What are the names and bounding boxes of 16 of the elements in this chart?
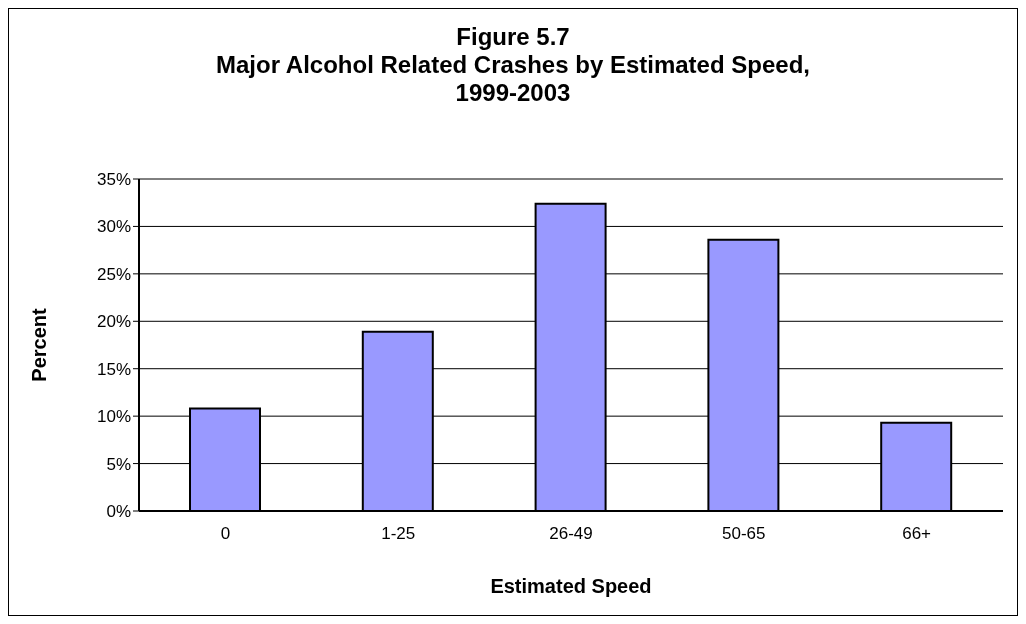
y-tick-label: 20%: [96, 312, 131, 332]
x-tick-label: 50-65: [722, 524, 766, 544]
x-tick-label: 66+: [902, 524, 932, 544]
chart-title: Figure 5.7 Major Alcohol Related Crashes by Estimated Speed, 1999-2003: [215, 23, 811, 107]
y-tick-label: 10%: [96, 407, 131, 427]
x-tick-label: 1-25: [381, 524, 416, 544]
y-tick-label: 25%: [96, 264, 131, 284]
y-axis-title: Percent: [28, 307, 51, 382]
x-tick-label: 0: [220, 524, 231, 544]
y-tick-label: 5%: [106, 454, 131, 474]
y-tick-label: 15%: [96, 359, 131, 379]
y-tick-label: 35%: [96, 170, 131, 190]
y-tick-label: 30%: [96, 217, 131, 237]
x-tick-label: 26-49: [549, 524, 593, 544]
x-axis-title: Estimated Speed: [490, 575, 652, 597]
y-tick-label: 0%: [106, 502, 131, 522]
